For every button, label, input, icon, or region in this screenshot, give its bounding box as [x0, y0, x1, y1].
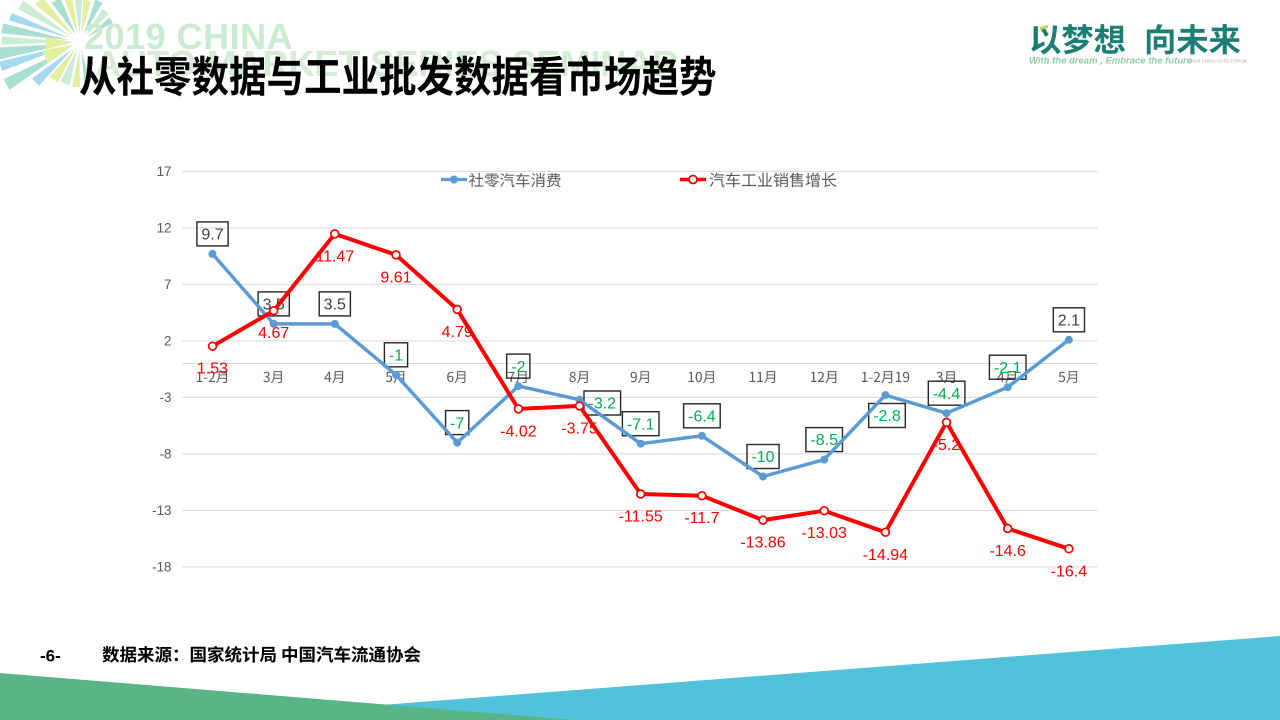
svg-text:3.5: 3.5 [324, 297, 346, 314]
svg-text:-5.2: -5.2 [933, 437, 961, 454]
svg-text:1.53: 1.53 [197, 361, 228, 378]
svg-text:-7: -7 [450, 415, 464, 432]
svg-text:2: 2 [164, 333, 171, 348]
svg-text:-13.86: -13.86 [740, 535, 785, 552]
svg-text:-7.1: -7.1 [627, 416, 655, 433]
svg-text:-2.1: -2.1 [994, 360, 1022, 377]
svg-text:-11.55: -11.55 [619, 509, 663, 526]
svg-text:4.79: 4.79 [442, 324, 473, 341]
svg-text:-4.02: -4.02 [500, 423, 537, 440]
svg-text:-14.6: -14.6 [989, 543, 1026, 560]
svg-text:-16.4: -16.4 [1051, 563, 1088, 580]
svg-text:-14.94: -14.94 [863, 547, 908, 564]
svg-text:-2: -2 [511, 359, 525, 376]
svg-text:11.47: 11.47 [315, 248, 354, 265]
svg-text:-13: -13 [152, 503, 171, 518]
svg-text:-8: -8 [160, 446, 172, 461]
svg-text:-13.03: -13.03 [802, 525, 847, 542]
svg-text:4.67: 4.67 [258, 325, 289, 342]
svg-text:2019 CHINA AUTO FORUM: 2019 CHINA AUTO FORUM [1190, 59, 1248, 64]
svg-text:-18: -18 [152, 559, 171, 574]
svg-text:-10: -10 [751, 449, 774, 466]
svg-text:12: 12 [157, 220, 172, 235]
svg-text:17: 17 [157, 164, 172, 179]
svg-text:2.1: 2.1 [1058, 313, 1080, 330]
svg-text:-1: -1 [389, 348, 403, 365]
svg-text:-4.4: -4.4 [933, 386, 961, 403]
svg-text:With the dream , Embrace the f: With the dream , Embrace the future [1029, 56, 1193, 67]
svg-text:-11.7: -11.7 [684, 510, 719, 527]
svg-text:-3.2: -3.2 [589, 396, 617, 413]
svg-text:-3.75: -3.75 [561, 420, 598, 437]
svg-text:7: 7 [164, 277, 171, 292]
svg-text:-3: -3 [160, 390, 172, 405]
svg-text:-6-: -6- [40, 647, 61, 666]
svg-text:-2.8: -2.8 [873, 408, 901, 425]
svg-text:-6.4: -6.4 [688, 409, 716, 426]
svg-text:2019 CHINA: 2019 CHINA [84, 16, 293, 57]
svg-text:-8.5: -8.5 [810, 432, 838, 449]
svg-text:9.61: 9.61 [380, 269, 411, 286]
svg-text:9.7: 9.7 [201, 227, 223, 244]
